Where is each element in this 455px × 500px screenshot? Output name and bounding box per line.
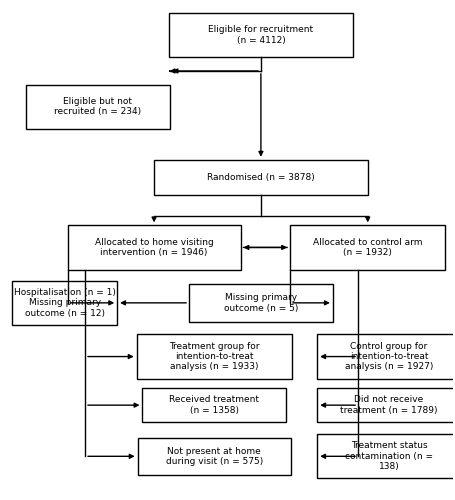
FancyBboxPatch shape [137, 438, 290, 475]
Text: Control group for
intention-to-treat
analysis (n = 1927): Control group for intention-to-treat ana… [344, 342, 432, 372]
FancyBboxPatch shape [142, 388, 286, 422]
Text: Missing primary
outcome (n = 5): Missing primary outcome (n = 5) [223, 293, 298, 312]
FancyBboxPatch shape [67, 226, 240, 270]
FancyBboxPatch shape [154, 160, 367, 196]
Text: Received treatment
(n = 1358): Received treatment (n = 1358) [169, 396, 259, 415]
FancyBboxPatch shape [12, 280, 117, 325]
Text: Treatment status
contamination (n =
138): Treatment status contamination (n = 138) [344, 442, 432, 471]
Text: Eligible but not
recruited (n = 234): Eligible but not recruited (n = 234) [54, 97, 141, 116]
Text: Randomised (n = 3878): Randomised (n = 3878) [207, 173, 314, 182]
FancyBboxPatch shape [317, 434, 455, 478]
FancyBboxPatch shape [289, 226, 445, 270]
Text: Did not receive
treatment (n = 1789): Did not receive treatment (n = 1789) [339, 396, 437, 415]
FancyBboxPatch shape [136, 334, 291, 378]
Text: Hospitalisation (n = 1)
Missing primary
outcome (n = 12): Hospitalisation (n = 1) Missing primary … [14, 288, 116, 318]
FancyBboxPatch shape [189, 284, 332, 322]
Text: Not present at home
during visit (n = 575): Not present at home during visit (n = 57… [165, 446, 263, 466]
Text: Eligible for recruitment
(n = 4112): Eligible for recruitment (n = 4112) [208, 26, 313, 45]
FancyBboxPatch shape [26, 84, 169, 129]
FancyBboxPatch shape [317, 334, 455, 378]
FancyBboxPatch shape [168, 13, 353, 58]
Text: Treatment group for
intention-to-treat
analysis (n = 1933): Treatment group for intention-to-treat a… [169, 342, 259, 372]
FancyBboxPatch shape [317, 388, 455, 422]
Text: Allocated to control arm
(n = 1932): Allocated to control arm (n = 1932) [312, 238, 422, 257]
Text: Allocated to home visiting
intervention (n = 1946): Allocated to home visiting intervention … [95, 238, 213, 257]
